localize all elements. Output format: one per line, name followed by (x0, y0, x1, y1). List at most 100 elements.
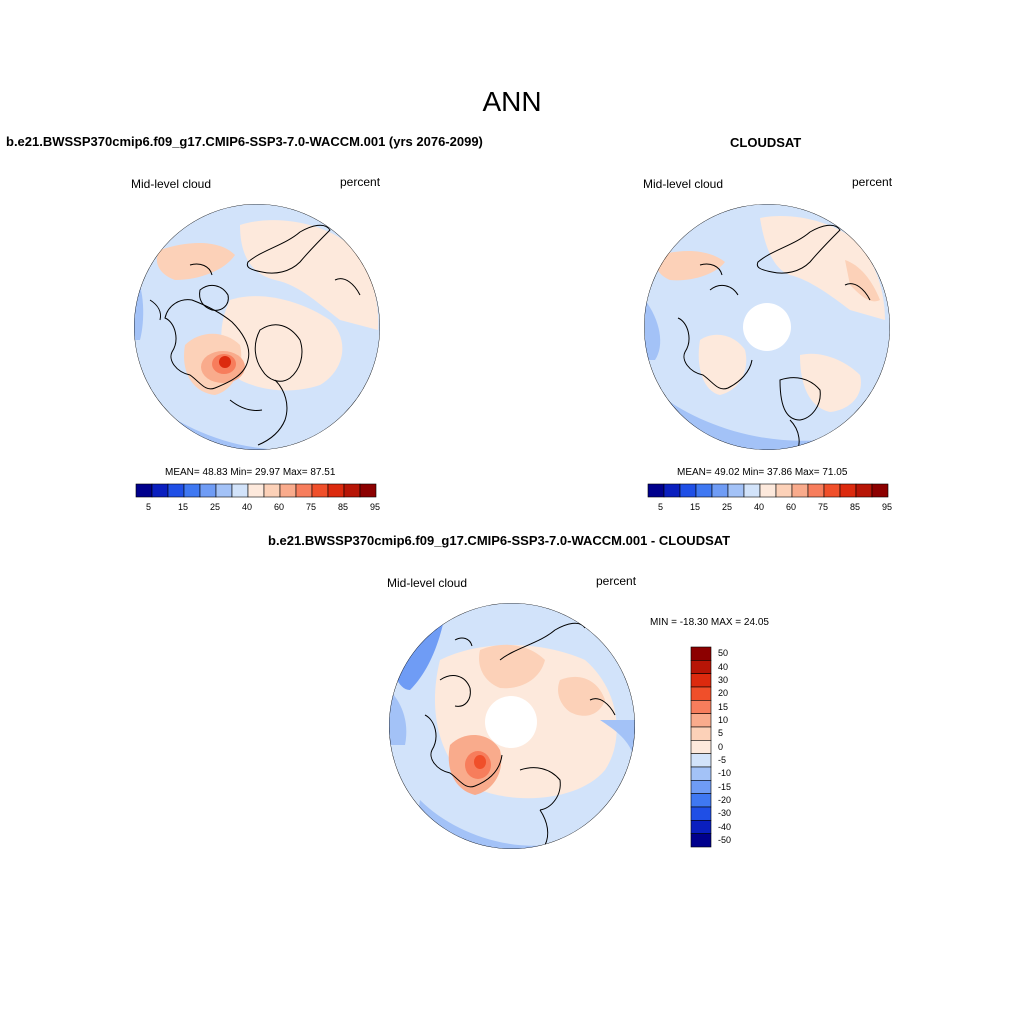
obs-colorbar-box (663, 483, 681, 498)
model-colorbar (135, 483, 377, 498)
obs-colorbar-box (823, 483, 841, 498)
model-colorbar-box (135, 483, 153, 498)
diff-colorbar-tick-label: -20 (718, 795, 732, 805)
diff-colorbar-box (690, 820, 712, 834)
diff-colorbar-tick-label: -5 (718, 755, 727, 765)
obs-peach-east (845, 260, 880, 302)
obs-colorbar-tick-label: 95 (882, 502, 893, 512)
obs-colorbar-box (839, 483, 857, 498)
diff-salmon-patch-east (558, 676, 605, 716)
obs-blue-band-west (645, 300, 661, 360)
model-coastlines (149, 224, 361, 446)
diff-coastlines (424, 622, 616, 846)
diff-polar-map (389, 603, 635, 849)
model-colorbar-tick-label: 15 (178, 502, 189, 512)
diff-colorbar-tick-label: -50 (718, 835, 732, 845)
obs-colorbar-box (759, 483, 777, 498)
obs-colorbar-box (711, 483, 729, 498)
diff-stats: MIN = -18.30 MAX = 24.05 (650, 617, 769, 628)
obs-variable-label: Mid-level cloud (643, 177, 724, 191)
obs-colorbar-box (807, 483, 825, 498)
model-colorbar-tick-label: 75 (306, 502, 317, 512)
model-colorbar-box (263, 483, 281, 498)
diff-colorbar-box (690, 793, 712, 808)
model-colorbar-box (167, 483, 185, 498)
obs-colorbar-tick-label: 60 (786, 502, 797, 512)
obs-colorbar-tick-label: 75 (818, 502, 829, 512)
diff-colorbar-box (690, 780, 712, 794)
diff-colorbar-box (690, 673, 712, 688)
model-colorbar-box (343, 483, 361, 498)
obs-colorbar (647, 483, 889, 498)
diff-colorbar-tick-label: -10 (718, 768, 732, 779)
figure-title: ANN (482, 86, 542, 117)
model-colorbar-box (295, 483, 313, 498)
diff-blue-west-light (389, 690, 407, 745)
obs-colorbar-tick-label: 25 (722, 502, 733, 512)
diff-colorbar-tick-label: 20 (718, 688, 729, 699)
diff-colorbar-box (690, 686, 712, 701)
diff-colorbar-tick-label: -15 (718, 781, 732, 792)
obs-salmon-europe (656, 250, 725, 281)
obs-colorbar-tick-label: 5 (658, 502, 664, 512)
diff-colorbar-tick-label: 15 (718, 701, 729, 712)
model-stats: MEAN= 48.83 Min= 29.97 Max= 87.51 (165, 467, 336, 478)
model-units-label: percent (340, 175, 381, 189)
model-colorbar-box (359, 483, 377, 498)
obs-panel-title: CLOUDSAT (730, 135, 802, 150)
model-colorbar-tick-label: 85 (338, 502, 349, 512)
diff-colorbar-tick-label: 5 (718, 728, 724, 739)
obs-units-label: percent (852, 175, 893, 189)
diff-colorbar-tick-label: -30 (718, 808, 732, 819)
model-peach-region-central (221, 296, 343, 391)
diff-colorbar-box (690, 766, 712, 781)
obs-colorbar-box (871, 483, 889, 498)
diff-colorbar (690, 646, 712, 848)
diff-blue-south (412, 800, 612, 849)
obs-colorbar-box (775, 483, 793, 498)
obs-colorbar-tick-label: 40 (754, 502, 765, 512)
obs-colorbar-tick-label: 85 (850, 502, 861, 512)
model-colorbar-box (215, 483, 233, 498)
model-colorbar-box (327, 483, 345, 498)
model-colorbar-box (311, 483, 329, 498)
obs-colorbar-tick-label: 15 (690, 502, 701, 512)
obs-missing-data-pole (743, 303, 791, 351)
model-panel-title: b.e21.BWSSP370cmip6.f09_g17.CMIP6-SSP3-7… (6, 134, 483, 149)
diff-salmon-patch-north (479, 644, 545, 689)
obs-colorbar-box (647, 483, 665, 498)
obs-colorbar-box (727, 483, 745, 498)
model-colorbar-box (279, 483, 297, 498)
model-peach-region-europe (156, 243, 235, 280)
diff-variable-label: Mid-level cloud (387, 576, 468, 590)
obs-colorbar-box (791, 483, 809, 498)
obs-peach-region-north (760, 216, 885, 320)
diff-panel-title: b.e21.BWSSP370cmip6.f09_g17.CMIP6-SSP3-7… (268, 533, 731, 548)
diff-colorbar-box (690, 726, 712, 741)
model-colorbar-tick-label: 60 (274, 502, 285, 512)
obs-peach-siberia (800, 353, 861, 412)
obs-coastlines (677, 224, 871, 450)
diff-colorbar-tick-label: -40 (718, 821, 732, 832)
obs-stats: MEAN= 49.02 Min= 37.86 Max= 71.05 (677, 467, 848, 478)
diff-colorbar-box (690, 806, 712, 821)
model-colorbar-box (183, 483, 201, 498)
obs-colorbar-box (855, 483, 873, 498)
model-colorbar-tick-label: 40 (242, 502, 253, 512)
model-blue-band-west (134, 270, 144, 340)
diff-colorbar-tick-label: 30 (718, 675, 729, 685)
diff-units-label: percent (596, 574, 637, 588)
diff-colorbar-box (690, 660, 712, 674)
diff-missing-data-pole (485, 696, 537, 748)
model-polar-map (134, 204, 380, 450)
diff-colorbar-tick-label: 10 (718, 715, 729, 725)
model-colorbar-box (231, 483, 249, 498)
model-colorbar-box (151, 483, 169, 498)
obs-colorbar-box (679, 483, 697, 498)
diff-colorbar-tick-label: 0 (718, 741, 724, 752)
model-hotspot-core (219, 356, 231, 368)
diff-colorbar-tick-label: 40 (718, 661, 729, 672)
model-colorbar-tick-label: 25 (210, 502, 221, 512)
model-colorbar-box (247, 483, 265, 498)
